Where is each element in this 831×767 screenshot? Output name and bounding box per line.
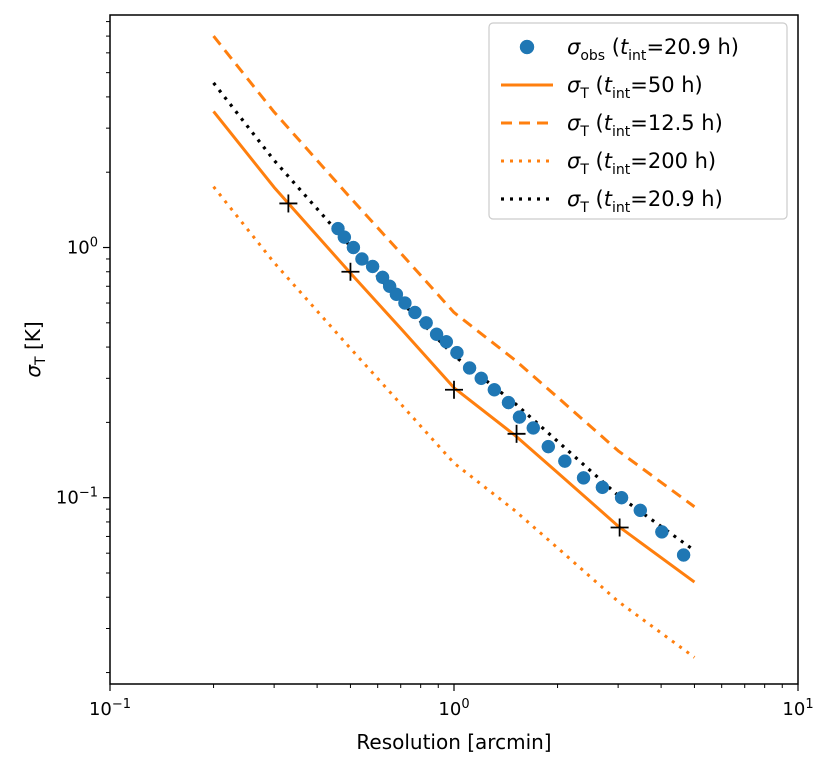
legend-t: t [604, 187, 613, 211]
legend-label-t50: σT (tint=50 h) [567, 73, 703, 102]
y-tick-label: 10−1 [56, 486, 98, 509]
cross-marker [445, 380, 463, 399]
legend-label-t209: σT (tint=20.9 h) [567, 187, 723, 216]
legend-value: =50 h) [630, 73, 703, 97]
legend-sigma: σ [567, 187, 581, 211]
legend-sigma-sub: T [579, 86, 589, 102]
series-line-t125 [212, 35, 696, 508]
y-tick-label-base: 10 [56, 488, 79, 509]
data-point-obs [541, 439, 556, 454]
legend-sigma: σ [567, 111, 581, 135]
x-tick-label: 10−1 [89, 697, 131, 720]
data-point-obs [462, 361, 477, 375]
y-tick-label-base: 10 [67, 238, 90, 259]
x-tick-label-exp: 0 [461, 697, 469, 712]
legend-t: t [604, 149, 613, 173]
data-point-obs [337, 230, 352, 244]
x-tick-label-exp: 1 [805, 697, 813, 712]
legend-open-paren: ( [589, 111, 604, 135]
data-point-obs [346, 240, 361, 255]
legend-sigma-sub: T [579, 200, 589, 216]
legend-t-sub: int [628, 48, 647, 64]
legend-open-paren: ( [589, 73, 604, 97]
data-point-obs [389, 287, 404, 302]
legend-t: t [620, 35, 629, 59]
data-point-obs [408, 305, 422, 320]
x-tick-label-exp: −1 [112, 697, 131, 712]
data-point-obs [398, 296, 412, 310]
y-tick-label-exp: 0 [90, 236, 98, 251]
data-point-obs [375, 270, 390, 285]
data-point-obs [576, 471, 591, 485]
legend-value: =200 h) [630, 149, 716, 173]
y-axis-label: σT [K] [21, 321, 49, 377]
legend-value: =20.9 h) [630, 187, 723, 211]
data-point-obs [512, 410, 527, 424]
data-point-obs [419, 316, 433, 330]
legend-sigma-sub: obs [580, 48, 605, 64]
data-point-obs [595, 480, 610, 495]
series-line-t209 [212, 81, 696, 552]
cross-marker [507, 424, 526, 443]
y-axis-label-unit: [K] [21, 321, 45, 356]
x-tick-label-base: 10 [782, 699, 805, 720]
x-tick-label: 101 [782, 697, 813, 720]
data-point-obs [474, 371, 488, 386]
legend-layer: σobs (tint=20.9 h)σT (tint=50 h)σT (tint… [488, 22, 788, 220]
legend-label-t200: σT (tint=200 h) [567, 149, 716, 178]
legend-value: =20.9 h) [646, 35, 739, 59]
legend-label-obs: σobs (tint=20.9 h) [567, 35, 739, 64]
data-point-obs [676, 548, 691, 562]
legend-t-sub: int [612, 162, 631, 178]
series-line-t200 [212, 185, 696, 659]
data-point-obs [450, 345, 464, 360]
legend-t: t [604, 111, 613, 135]
y-axis-label-symbol: σ [21, 364, 45, 378]
plot-layer [212, 35, 696, 659]
data-point-obs [501, 395, 516, 410]
legend-box [488, 22, 788, 220]
data-point-obs [439, 335, 454, 349]
legend-sigma-sub: T [579, 124, 589, 140]
legend-sigma: σ [567, 35, 581, 59]
data-point-obs [355, 252, 369, 266]
data-point-obs [614, 490, 629, 505]
data-point-obs [365, 259, 380, 274]
cross-marker [610, 518, 629, 537]
legend-sigma: σ [567, 149, 581, 173]
legend-t-sub: int [612, 86, 631, 102]
x-tick-label-base: 10 [89, 699, 112, 720]
legend-open-paren: ( [589, 149, 604, 173]
x-axis-label: Resolution [arcmin] [356, 730, 551, 754]
legend-t-sub: int [612, 124, 631, 140]
data-point-obs [633, 503, 648, 518]
data-point-obs [558, 454, 572, 468]
cross-marker [279, 194, 298, 213]
x-tick-label-base: 10 [438, 699, 461, 720]
y-tick-label-exp: −1 [79, 486, 98, 501]
legend-label-t125: σT (tint=12.5 h) [567, 111, 723, 140]
legend-open-paren: ( [605, 35, 620, 59]
cross-marker [341, 262, 360, 281]
data-point-obs [655, 525, 669, 539]
legend-open-paren: ( [589, 187, 604, 211]
data-point-obs [487, 383, 502, 397]
x-tick-label: 100 [438, 697, 469, 720]
legend-marker-obs [519, 39, 535, 55]
legend-t-sub: int [612, 200, 631, 216]
legend-sigma: σ [567, 73, 581, 97]
legend-sigma-sub: T [579, 162, 589, 178]
y-axis-label-subscript: T [33, 356, 49, 366]
legend-value: =12.5 h) [630, 111, 723, 135]
data-point-obs [429, 327, 444, 342]
y-tick-label: 100 [67, 236, 98, 259]
legend-t: t [604, 73, 613, 97]
data-point-obs [526, 421, 541, 435]
